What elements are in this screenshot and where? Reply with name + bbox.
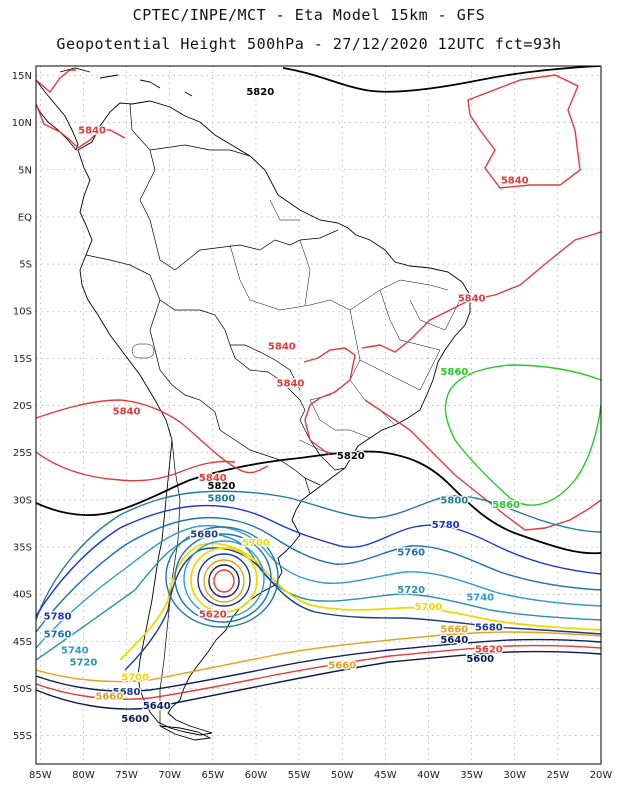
- lat-tick-label: 10N: [12, 118, 32, 129]
- lon-tick-label: 20W: [590, 770, 613, 781]
- lat-tick-label: 20S: [13, 401, 32, 412]
- contour-label-5700: 5700: [242, 538, 270, 549]
- lon-tick-label: 35W: [460, 770, 483, 781]
- contour-5840: [36, 399, 269, 474]
- lat-tick-label: 40S: [13, 590, 32, 601]
- contour-label-5660: 5660: [328, 660, 356, 671]
- contour-5840: [303, 347, 356, 456]
- state-borders: [131, 199, 461, 456]
- lon-tick-label: 85W: [29, 770, 52, 781]
- lon-tick-label: 55W: [288, 770, 311, 781]
- contour-label-5660: 5660: [440, 625, 468, 636]
- contour-5860: [444, 364, 601, 506]
- contour-5780: [36, 504, 601, 617]
- contour-5760: [36, 516, 601, 633]
- contour-label-5720: 5720: [397, 585, 425, 596]
- lat-tick-label: 55S: [13, 731, 32, 742]
- axis-ticks: 15N 10N 5N EQ 5S 10S 15S 20S 25S 30S 35S 40S 45S 50S 5…: [12, 71, 613, 781]
- lon-tick-label: 45W: [374, 770, 397, 781]
- contour-label-5700: 5700: [121, 673, 149, 684]
- contour-5620: [36, 644, 601, 700]
- lon-tick-label: 75W: [115, 770, 138, 781]
- tierra-del-fuego: [159, 725, 212, 741]
- map-title: CPTEC/INPE/MCT - Eta Model 15km - GFS: [132, 6, 486, 24]
- lon-tick-label: 80W: [72, 770, 95, 781]
- contour-label-5640: 5640: [440, 635, 468, 646]
- contour-label-5760: 5760: [397, 547, 425, 558]
- country-borders: [85, 103, 346, 726]
- contour-5700: [119, 542, 601, 661]
- contour-label-5840: 5840: [501, 176, 529, 187]
- contour-label-5800: 5800: [440, 495, 468, 506]
- contour-5640: [36, 638, 601, 692]
- contour-5840: [36, 451, 236, 482]
- contour-label-5820: 5820: [208, 481, 236, 492]
- contour-label-5840: 5840: [199, 473, 227, 484]
- contour-label-5600: 5600: [466, 654, 494, 665]
- lon-tick-label: 50W: [331, 770, 354, 781]
- lat-tick-label: 5S: [19, 260, 32, 271]
- contour-label-5740: 5740: [466, 593, 494, 604]
- contour-5840: [361, 231, 601, 353]
- contour-label-5840: 5840: [458, 294, 486, 305]
- contour-label-5680: 5680: [475, 623, 503, 634]
- contour-label-5740: 5740: [61, 645, 89, 656]
- contour-5800: [36, 490, 601, 621]
- lat-tick-label: 30S: [13, 495, 32, 506]
- cutoff-low-rings: [165, 526, 279, 628]
- contour-label-5820: 5820: [337, 451, 365, 462]
- lat-tick-label: 50S: [13, 684, 32, 695]
- contour-label-5780: 5780: [432, 520, 460, 531]
- contour-label-5620: 5620: [475, 644, 503, 655]
- lon-tick-label: 40W: [417, 770, 440, 781]
- map-frame: [35, 65, 602, 765]
- contour-lines: [36, 66, 601, 710]
- contour-5840: [36, 69, 126, 149]
- lat-tick-label: 45S: [13, 637, 32, 648]
- contour-5600: [36, 650, 601, 710]
- contour-5740: [36, 525, 601, 649]
- contour-label-5760: 5760: [44, 629, 72, 640]
- contour-5820: [36, 450, 601, 555]
- contour-5840: [364, 399, 601, 531]
- lat-tick-label: 15N: [12, 71, 32, 82]
- lon-tick-label: 60W: [245, 770, 268, 781]
- lat-tick-label: 35S: [13, 543, 32, 554]
- map-subtitle: Geopotential Height 500hPa - 27/12/2020 …: [56, 35, 562, 53]
- caribbean-islands: [59, 67, 193, 97]
- contour-label-5840: 5840: [268, 342, 296, 353]
- contour-5840: [467, 74, 581, 189]
- contour-label-5680: 5680: [113, 687, 141, 698]
- contour-label-5840: 5840: [277, 378, 305, 389]
- lat-tick-label: 15S: [13, 354, 32, 365]
- contour-label-5620: 5620: [199, 610, 227, 621]
- contour-5820: [282, 66, 601, 93]
- contour-labels: 5820582058205840584058405840584058405840…: [42, 86, 530, 727]
- lon-tick-label: 65W: [202, 770, 225, 781]
- contour-label-5680: 5680: [190, 529, 218, 540]
- contour-label-5840: 5840: [113, 407, 141, 418]
- lat-tick-label: EQ: [18, 212, 32, 223]
- contour-label-5820: 5820: [246, 87, 274, 98]
- contour-5660: [36, 631, 601, 683]
- lat-tick-label: 25S: [13, 448, 32, 459]
- lat-tick-label: 5N: [18, 165, 32, 176]
- contour-label-5640: 5640: [143, 701, 171, 712]
- contour-label-5700: 5700: [415, 602, 443, 613]
- contour-label-5800: 5800: [208, 494, 236, 505]
- contour-label-5860: 5860: [440, 367, 468, 378]
- lat-tick-label: 10S: [13, 307, 32, 318]
- lon-tick-label: 25W: [547, 770, 570, 781]
- contour-label-5660: 5660: [95, 692, 123, 703]
- lon-tick-label: 70W: [158, 770, 181, 781]
- lon-tick-label: 30W: [503, 770, 526, 781]
- contour-label-5860: 5860: [492, 500, 520, 511]
- contour-label-5720: 5720: [70, 658, 98, 669]
- contour-label-5840: 5840: [78, 126, 106, 137]
- contour-label-5780: 5780: [44, 611, 72, 622]
- contour-label-5600: 5600: [121, 714, 149, 725]
